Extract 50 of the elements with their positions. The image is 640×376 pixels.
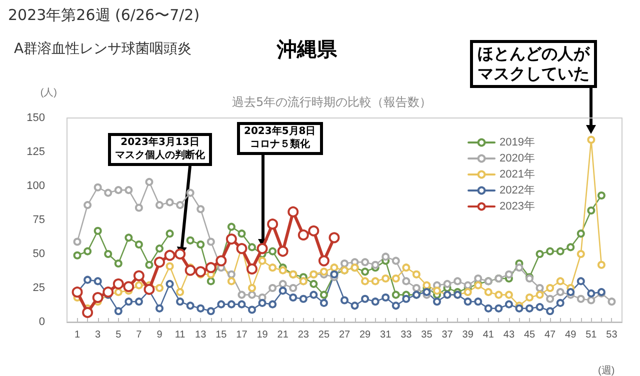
x-tick-label: 27 [338,330,350,340]
legend-label: 2020年 [500,152,536,164]
x-tick-label: 1 [74,330,80,340]
x-tick-label: 3 [95,330,102,340]
chart-title: 2023年第26週 (6/26〜7/2) [8,6,200,25]
x-tick-label: 53 [606,330,618,340]
legend-label: 2019年 [500,136,536,148]
annotation: 2023年3月13日 [120,137,200,150]
legend-label: 2023年 [500,200,536,212]
x-tick-label: 17 [236,330,248,340]
x-tick-label: 13 [195,330,207,340]
x-tick-label: 51 [586,330,598,340]
legend-label: 2022年 [500,184,536,196]
text: ほとんどの人がマスクしていた [477,44,590,84]
y-tick-label: 100 [26,180,45,192]
x-tick-label: 5 [116,330,122,340]
y-tick-label: 50 [32,248,45,260]
y-tick-label: 75 [32,214,45,226]
y-tick-label: 125 [26,146,45,158]
y-axis-title: (人) [40,88,57,98]
x-tick-label: 49 [565,330,577,340]
annotation: コロナ５類化 [248,138,311,151]
x-tick-label: 37 [442,330,454,340]
x-tick-label: 15 [216,330,228,340]
x-tick-label: 39 [462,330,474,340]
x-tick-label: 47 [544,330,556,340]
x-tick-label: 31 [380,330,392,340]
text: 過去5年の流行時期の比較（報告数） [232,94,432,111]
x-tick-label: 43 [503,330,515,340]
x-tick-label: 19 [256,330,268,340]
legend-label: 2021年 [500,168,536,180]
x-tick-label: 33 [400,330,412,340]
x-axis-title: (週) [598,366,615,376]
y-tick-label: 0 [38,316,45,328]
x-tick-label: 21 [277,330,289,340]
annotation: マスク個人の判断化 [115,150,205,162]
x-tick-label: 29 [359,330,372,340]
x-tick-label: 45 [524,330,536,340]
x-tick-label: 25 [318,330,330,340]
annotation: 2023年5月8日 [244,126,316,138]
x-tick-label: 9 [156,330,163,340]
y-tick-label: 150 [26,112,45,124]
x-tick-label: 11 [174,330,186,340]
y-tick-label: 25 [32,282,45,294]
chart-subtitle: A群溶血性レンサ球菌咽頭炎 [14,40,192,58]
x-tick-label: 35 [421,330,433,340]
x-tick-label: 23 [298,330,310,340]
text: 沖縄県 [277,36,337,63]
x-tick-label: 7 [136,330,142,340]
x-tick-label: 41 [482,330,494,340]
